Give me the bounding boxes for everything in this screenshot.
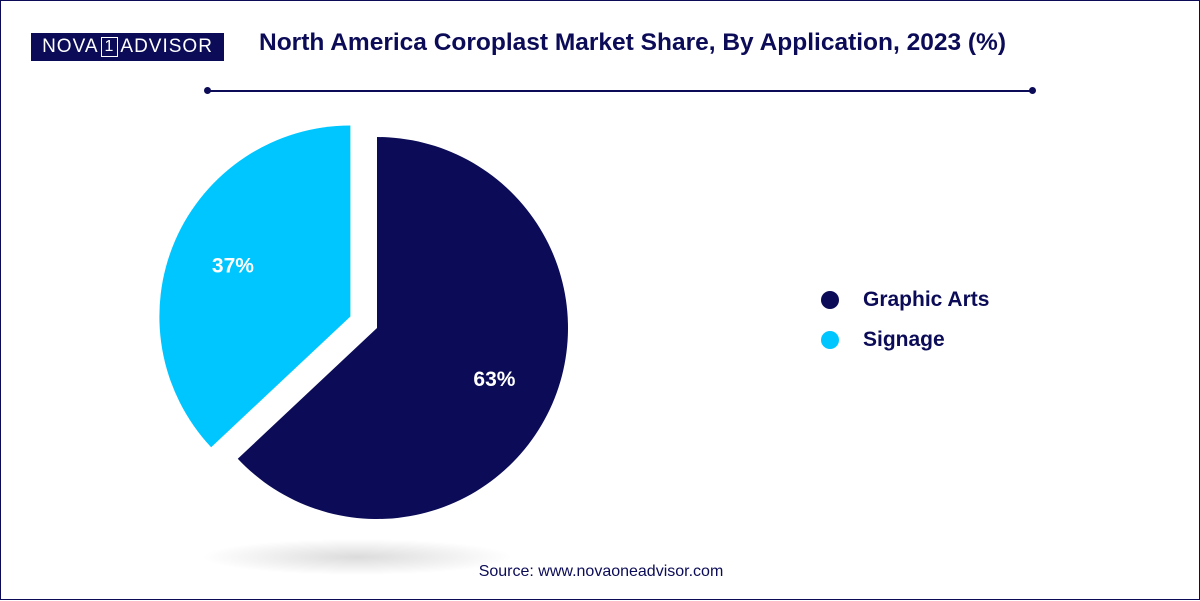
- legend-label-graphic-arts: Graphic Arts: [863, 288, 990, 311]
- pie-slice-graphic-arts: [237, 137, 568, 519]
- source-note: Source: www.novaoneadvisor.com: [478, 563, 724, 580]
- pie-slice-signage: [159, 125, 351, 448]
- title-divider: [207, 90, 1032, 92]
- pie-shadow: [202, 539, 512, 575]
- logo-text-right: ADVISOR: [120, 36, 213, 57]
- pie-label-signage: 37%: [212, 255, 254, 278]
- legend-label-signage: Signage: [863, 328, 945, 351]
- pie-slices: [159, 125, 568, 519]
- pie-slice-labels: 63% 37%: [212, 255, 516, 391]
- legend-item-signage: Signage: [821, 320, 989, 360]
- divider-left-dot: [204, 87, 211, 94]
- legend-item-graphic-arts: Graphic Arts: [821, 280, 989, 320]
- legend-swatch-graphic-arts: [821, 291, 839, 309]
- legend-swatch-signage: [821, 331, 839, 349]
- brand-logo: NOVA 1 ADVISOR: [31, 33, 224, 61]
- chart-title: North America Coroplast Market Share, By…: [259, 29, 1006, 56]
- chart-legend: Graphic Arts Signage: [821, 280, 989, 360]
- logo-text-left: NOVA: [42, 36, 99, 57]
- divider-right-dot: [1029, 87, 1036, 94]
- logo-mark: 1: [100, 37, 119, 57]
- pie-label-graphic-arts: 63%: [473, 368, 515, 391]
